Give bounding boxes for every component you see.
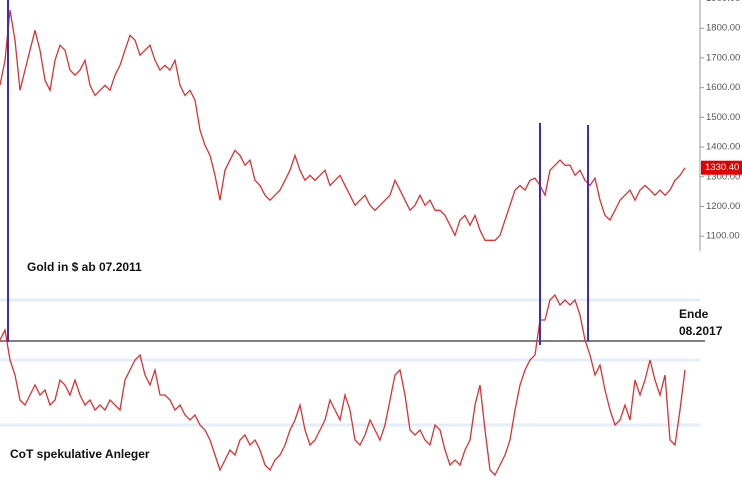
price-box bbox=[701, 160, 742, 175]
y-tick-label: 1500.00 bbox=[706, 112, 740, 123]
y-tick-label: 1300.00 bbox=[706, 171, 740, 182]
y-tick-label: 1900.00 bbox=[706, 0, 740, 4]
y-tick-label: 1800.00 bbox=[706, 23, 740, 34]
marks bbox=[0, 9, 686, 477]
data-line bbox=[0, 293, 686, 477]
price-label: 1330.40 bbox=[705, 162, 739, 173]
y-tick-label: 1600.00 bbox=[706, 82, 740, 93]
y-tick-label: 1400.00 bbox=[706, 142, 740, 153]
end-label: 08.2017 bbox=[679, 324, 723, 338]
data-line bbox=[0, 9, 686, 241]
y-tick-label: 1700.00 bbox=[706, 52, 740, 63]
y-tick-label: 1100.00 bbox=[706, 231, 740, 242]
end-label: Ende bbox=[679, 307, 709, 321]
y-tick-label: 1200.00 bbox=[706, 201, 740, 212]
gold-title: Gold in $ ab 07.2011 bbox=[27, 260, 142, 274]
cot-title: CoT spekulative Anleger bbox=[10, 447, 150, 461]
